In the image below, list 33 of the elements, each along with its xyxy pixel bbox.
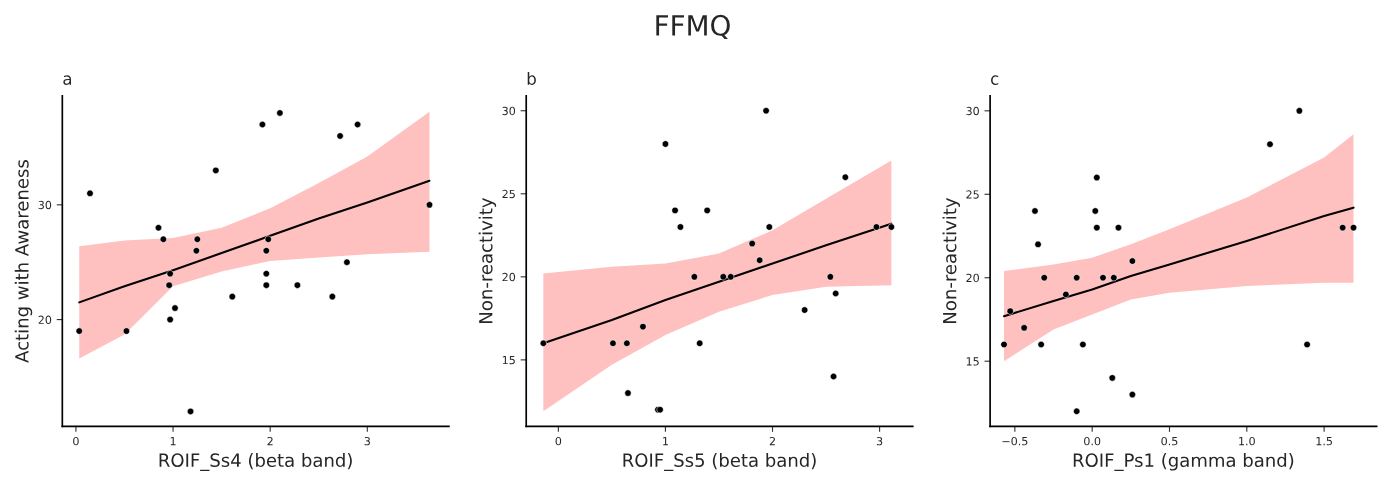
x-tick-label: 2 (769, 436, 775, 446)
y-tick-label: 30 (966, 106, 979, 116)
chart-title: c (991, 75, 999, 85)
x-tick-label: 1.5 (1316, 437, 1332, 446)
y-axis-title: Non-reactivity (478, 198, 497, 323)
x-tick-label: 3 (364, 436, 370, 446)
y-tick-label: 20 (502, 272, 516, 282)
x-tick-label: 0 (73, 436, 79, 446)
x-tick-label: −0.5 (1002, 436, 1028, 446)
y-tick-label: 25 (966, 190, 979, 199)
y-tick-label: 15 (966, 357, 979, 366)
y-tick-label: 30 (38, 200, 52, 210)
x-tick-label: 1 (170, 437, 176, 446)
x-axis-title: ROIF_Ss5 (beta band) (623, 453, 816, 472)
x-tick-label: 2 (267, 436, 273, 446)
x-tick-label: 1.0 (1239, 436, 1255, 446)
text: FFMQ (656, 14, 730, 40)
y-tick-label: 25 (502, 189, 515, 199)
x-tick-label: 0.5 (1161, 436, 1178, 446)
y-tick-label: 30 (502, 106, 516, 116)
x-tick-label: 3 (876, 436, 883, 446)
x-tick-label: 1 (663, 437, 668, 446)
y-tick-label: 20 (966, 273, 979, 283)
y-axis-title: Non-reactivity (942, 198, 960, 323)
x-tick-label: 0.0 (1084, 436, 1101, 446)
y-axis-title: Acting with Awareness (14, 160, 33, 363)
y-tick-label: 20 (38, 315, 52, 324)
x-axis-title: ROIF_Ss4 (beta band) (159, 453, 352, 472)
chart-title: b (527, 72, 536, 85)
x-tick-label: 0 (555, 436, 562, 446)
chart-title: a (63, 75, 72, 85)
x-axis-title: ROIF_Ps1 (gamma band) (1073, 453, 1294, 472)
y-tick-label: 15 (502, 356, 515, 365)
